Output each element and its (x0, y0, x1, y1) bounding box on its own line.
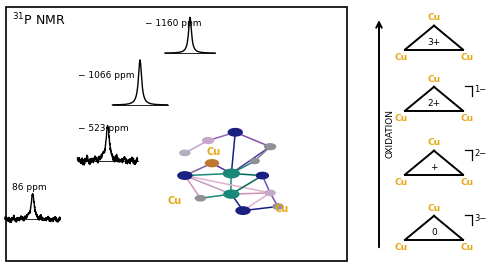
Text: OXIDATION: OXIDATION (386, 109, 394, 157)
Text: 0: 0 (431, 228, 437, 237)
Text: Cu: Cu (394, 114, 407, 123)
Circle shape (196, 196, 205, 201)
Circle shape (256, 172, 268, 179)
Bar (6, 7, 347, 261)
Circle shape (273, 204, 283, 209)
Circle shape (265, 190, 275, 196)
Text: Cu: Cu (394, 178, 407, 187)
Text: Cu: Cu (168, 196, 182, 206)
Text: Cu: Cu (206, 147, 220, 157)
Circle shape (264, 144, 276, 149)
Text: 3−: 3− (474, 214, 486, 223)
Text: 3+: 3+ (428, 38, 440, 47)
Text: Cu: Cu (428, 14, 440, 23)
Text: Cu: Cu (460, 53, 473, 62)
Circle shape (228, 128, 242, 136)
Text: − 1066 ppm: − 1066 ppm (78, 71, 134, 80)
Text: 1−: 1− (474, 85, 486, 94)
Text: 2+: 2+ (428, 99, 440, 108)
Text: Cu: Cu (274, 204, 289, 214)
Text: 2−: 2− (474, 149, 486, 158)
Circle shape (202, 138, 213, 143)
Text: Cu: Cu (460, 243, 473, 252)
Text: − 1160 ppm: − 1160 ppm (145, 19, 202, 28)
Text: Cu: Cu (394, 53, 407, 62)
Circle shape (224, 169, 240, 178)
Text: − 523 ppm: − 523 ppm (78, 124, 128, 133)
Text: Cu: Cu (428, 204, 440, 213)
Text: Cu: Cu (460, 114, 473, 123)
Text: Cu: Cu (394, 243, 407, 252)
Circle shape (236, 207, 250, 214)
Text: 86 ppm: 86 ppm (12, 182, 47, 192)
Text: Cu: Cu (428, 75, 440, 84)
Text: Cu: Cu (428, 139, 440, 147)
Text: Cu: Cu (460, 178, 473, 187)
Circle shape (250, 159, 259, 164)
Circle shape (178, 172, 192, 179)
Circle shape (180, 150, 190, 156)
Circle shape (206, 160, 218, 167)
Text: $^{31}$P NMR: $^{31}$P NMR (12, 12, 66, 28)
Text: +: + (430, 163, 438, 172)
Circle shape (224, 190, 239, 198)
